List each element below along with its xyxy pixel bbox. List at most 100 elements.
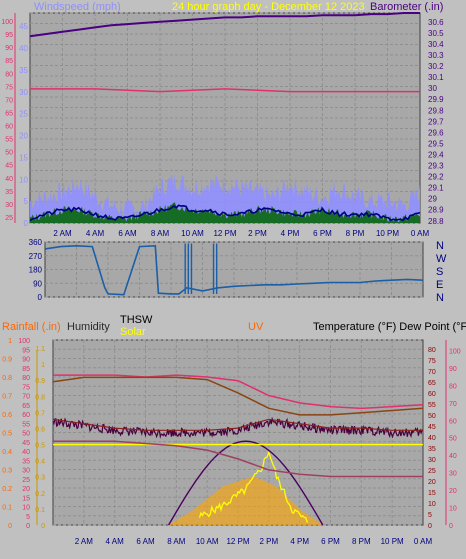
humidity-tick: 65 — [22, 403, 30, 410]
x-tick-label: 10 PM — [376, 229, 399, 238]
humidity-axis-label: Humidity — [67, 321, 110, 333]
x-tick-label: 6 AM — [118, 229, 137, 238]
x-tick-label: 2 PM — [248, 229, 267, 238]
humidity-tick: 30 — [22, 468, 30, 475]
barometer-tick: 29.8 — [428, 106, 444, 115]
solar-tick: 100 — [449, 348, 461, 355]
solar-tick: 60 — [449, 418, 457, 425]
humidity-tick: 5 — [26, 514, 30, 521]
solar-tick: 90 — [449, 366, 457, 373]
humidity-tick: 15 — [22, 495, 30, 502]
uv-tick: 0.4 — [35, 459, 45, 466]
x-tick-label: 10 PM — [381, 537, 404, 546]
rainfall-tick: 0.9 — [2, 357, 12, 364]
humidity-tick: 75 — [22, 384, 30, 391]
grid-lines — [30, 12, 423, 526]
axis-ticks: 4540353025201510501009590858075706560555… — [1, 13, 461, 546]
rainfall-axis-label: Rainfall (.in) — [2, 321, 61, 333]
outer-humidity-tick: 70 — [5, 97, 13, 104]
x-tick-label: 8 AM — [167, 537, 186, 546]
temperature-tick: 15 — [428, 490, 436, 497]
solar-tick: 20 — [449, 488, 457, 495]
temperature-tick: 65 — [428, 380, 436, 387]
humidity-tick: 70 — [22, 394, 30, 401]
solar-legend-label: Solar — [120, 326, 146, 338]
solar-tick: 10 — [449, 506, 457, 513]
outer-humidity-tick: 50 — [5, 150, 13, 157]
barometer-tick: 30.2 — [428, 62, 444, 71]
wind-speed-tick: 0 — [24, 219, 29, 228]
humidity-tick: 55 — [22, 421, 30, 428]
outer-humidity-tick: 75 — [5, 84, 13, 91]
humidity-tick: 85 — [22, 366, 30, 373]
x-tick-label: 12 PM — [226, 537, 249, 546]
barometer-tick: 29.6 — [428, 128, 444, 137]
x-tick-label: 4 PM — [281, 229, 300, 238]
uv-tick: 1 — [41, 362, 45, 369]
data-series — [29, 12, 424, 526]
uv-tick: 0.6 — [35, 426, 45, 433]
temperature-tick: 25 — [428, 468, 436, 475]
wind-direction-series — [44, 244, 424, 296]
uv-tick: 0.9 — [35, 378, 45, 385]
uv-tick: 0.8 — [35, 394, 45, 401]
barometer-tick: 29.2 — [428, 173, 444, 182]
x-tick-label: 0 AM — [411, 229, 430, 238]
x-tick-label: 6 PM — [313, 229, 332, 238]
humidity-tick: 80 — [22, 375, 30, 382]
solar-series — [168, 476, 323, 525]
compass-label: E — [436, 279, 443, 291]
barometer-tick: 30.1 — [428, 73, 444, 82]
barometer-tick: 30.3 — [428, 51, 444, 60]
x-tick-label: 0 AM — [414, 537, 433, 546]
outer-humidity-tick: 55 — [5, 137, 13, 144]
humidity-series — [53, 374, 424, 410]
barometer-tick: 28.8 — [428, 217, 444, 226]
humidity-tick: 20 — [22, 486, 30, 493]
rainfall-tick: 0 — [8, 523, 12, 530]
humidity-tick: 40 — [22, 449, 30, 456]
temperature-tick: 45 — [428, 424, 436, 431]
compass-label: S — [436, 266, 443, 278]
x-tick-label: 4 AM — [106, 537, 125, 546]
direction-tick: 90 — [33, 279, 42, 288]
temperature-tick: 70 — [428, 369, 436, 376]
barometer-tick: 28.9 — [428, 206, 444, 215]
x-tick-label: 4 PM — [290, 537, 309, 546]
rainfall-tick: 0.3 — [2, 468, 12, 475]
temperature-tick: 40 — [428, 435, 436, 442]
temperature-tick: 35 — [428, 446, 436, 453]
humidity-tick: 95 — [22, 347, 30, 354]
uv-tick: 0 — [41, 523, 45, 530]
wind-speed-tick: 40 — [19, 44, 28, 53]
temperature-tick: 80 — [428, 347, 436, 354]
barometer-tick: 29.3 — [428, 162, 444, 171]
outer-humidity-tick: 100 — [1, 19, 13, 26]
humidity-tick: 0 — [26, 523, 30, 530]
barometer-series — [29, 12, 420, 38]
outer-humidity-tick: 65 — [5, 110, 13, 117]
direction-tick: 180 — [29, 266, 43, 275]
barometer-tick: 30.5 — [428, 29, 444, 38]
temperature-tick: 0 — [428, 523, 432, 530]
temperature-tick: 30 — [428, 457, 436, 464]
barometer-tick: 29.1 — [428, 184, 444, 193]
uv-tick: 0.3 — [35, 475, 45, 482]
x-tick-label: 6 PM — [321, 537, 340, 546]
uv-tick: 1.1 — [35, 346, 45, 353]
x-tick-label: 2 PM — [259, 537, 278, 546]
outer-humidity-tick: 25 — [5, 215, 13, 222]
solar-tick: 40 — [449, 453, 457, 460]
outer-humidity-tick: 95 — [5, 32, 13, 39]
solar-tick: 0 — [449, 523, 453, 530]
solar-tick: 30 — [449, 471, 457, 478]
uv-tick: 0.1 — [35, 507, 45, 514]
temperature-tick: 50 — [428, 413, 436, 420]
humidity-tick: 50 — [22, 431, 30, 438]
thsw-series — [52, 376, 424, 416]
outer-humidity-tick: 35 — [5, 189, 13, 196]
rainfall-tick: 0.2 — [2, 486, 12, 493]
x-tick-label: 10 AM — [196, 537, 219, 546]
